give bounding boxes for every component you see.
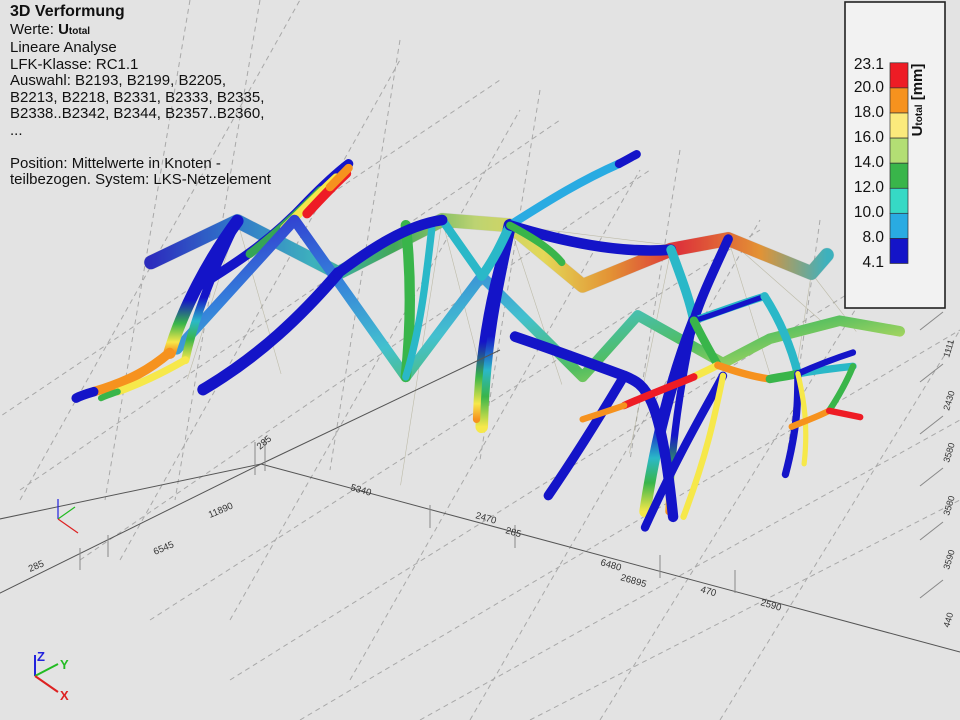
svg-text:8.0: 8.0: [862, 229, 884, 246]
svg-text:23.1: 23.1: [854, 56, 884, 73]
svg-text:X: X: [60, 688, 69, 703]
svg-text:18.0: 18.0: [854, 104, 885, 121]
svg-text:Z: Z: [37, 649, 45, 664]
svg-text:14.0: 14.0: [854, 154, 885, 171]
svg-text:12.0: 12.0: [854, 179, 885, 196]
svg-text:10.0: 10.0: [854, 204, 885, 221]
svg-text:Y: Y: [60, 657, 69, 672]
svg-text:20.0: 20.0: [854, 79, 885, 96]
svg-text:16.0: 16.0: [854, 129, 885, 146]
svg-text:4.1: 4.1: [862, 254, 884, 271]
